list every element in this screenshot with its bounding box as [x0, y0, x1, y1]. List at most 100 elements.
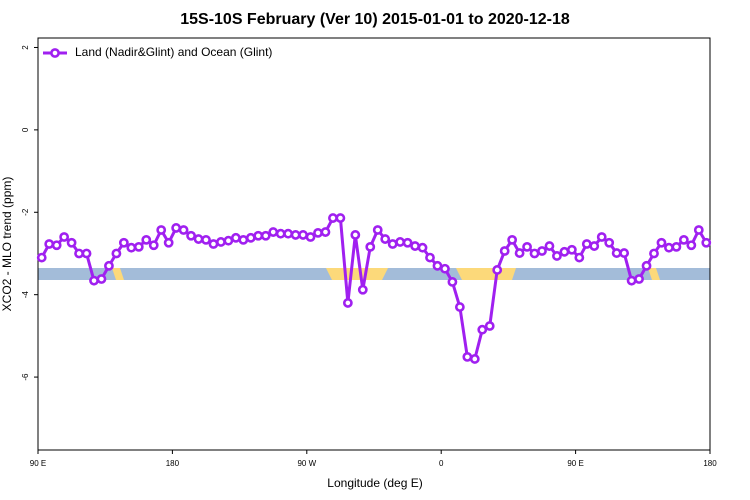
legend-label: Land (Nadir&Glint) and Ocean (Glint)	[75, 45, 272, 59]
data-point	[440, 263, 450, 274]
data-point	[275, 228, 286, 239]
x-axis-label: Longitude (deg E)	[327, 476, 422, 490]
data-point	[320, 227, 331, 237]
data-point	[245, 232, 256, 243]
data-point	[238, 234, 249, 245]
x-tick-label: 90 W	[297, 459, 316, 468]
data-point	[342, 298, 353, 308]
data-point	[574, 252, 585, 263]
chart-title: 15S-10S February (Ver 10) 2015-01-01 to …	[180, 11, 570, 28]
data-point	[66, 237, 77, 248]
x-tick-label: 180	[166, 459, 180, 468]
data-point	[589, 241, 600, 251]
y-tick-label: -2	[21, 208, 30, 216]
data-point	[425, 252, 435, 263]
data-point	[141, 234, 152, 245]
data-point	[178, 225, 189, 235]
data-point	[335, 213, 346, 223]
data-point	[596, 232, 607, 242]
data-point	[387, 239, 398, 249]
data-point	[507, 234, 518, 245]
data-point	[432, 260, 443, 271]
data-point	[111, 248, 122, 259]
data-point	[223, 235, 234, 246]
x-tick-label: 0	[439, 459, 444, 468]
data-point	[96, 274, 107, 284]
data-point	[313, 227, 323, 238]
x-tick-label: 90 E	[30, 459, 46, 468]
data-point	[171, 223, 182, 233]
data-point	[537, 246, 547, 256]
data-point	[118, 237, 129, 248]
y-axis-label: XCO2 - MLO trend (ppm)	[0, 177, 14, 312]
data-point	[193, 234, 204, 244]
data-point	[529, 248, 540, 259]
data-point	[492, 265, 503, 275]
data-point	[59, 232, 70, 242]
data-point	[350, 230, 361, 240]
data-point	[581, 239, 592, 249]
data-point	[36, 252, 47, 263]
data-point	[290, 230, 301, 240]
data-point	[402, 237, 413, 248]
data-point	[484, 321, 495, 331]
data-point	[372, 225, 383, 235]
data-point	[260, 230, 271, 241]
data-point	[678, 234, 689, 245]
data-point	[701, 237, 712, 248]
y-tick-label: -4	[21, 291, 30, 299]
data-point	[649, 248, 659, 259]
data-point	[619, 248, 630, 258]
data-point	[686, 240, 697, 251]
data-point	[634, 274, 644, 284]
y-tick-label: 2	[21, 45, 30, 50]
data-point	[201, 234, 211, 245]
data-point	[126, 242, 137, 253]
data-point	[626, 275, 637, 286]
data-point	[417, 242, 428, 253]
data-point	[133, 241, 144, 252]
data-point	[395, 237, 406, 247]
data-point	[51, 240, 62, 251]
data-point	[104, 260, 114, 271]
data-point	[298, 230, 308, 240]
data-point	[477, 324, 488, 335]
legend	[39, 39, 289, 67]
x-tick-label: 90 E	[567, 459, 583, 468]
data-point	[552, 251, 562, 261]
data-point	[641, 260, 652, 271]
data-point	[671, 241, 682, 252]
data-point	[230, 232, 241, 243]
land-ocean-band	[38, 268, 710, 280]
data-point	[208, 239, 219, 249]
data-point	[357, 284, 368, 295]
data-point	[380, 234, 391, 244]
data-point	[693, 225, 704, 235]
data-point	[186, 230, 196, 241]
x-tick-label: 180	[703, 459, 717, 468]
data-point	[514, 248, 525, 258]
land-band	[648, 268, 660, 280]
data-point	[656, 237, 667, 248]
data-point	[328, 213, 338, 223]
data-point	[544, 241, 555, 251]
data-point	[447, 277, 458, 287]
y-tick-label: -6	[21, 373, 30, 381]
legend-marker	[50, 48, 60, 58]
data-point	[604, 237, 615, 248]
data-point	[410, 241, 420, 251]
data-point	[469, 354, 480, 364]
data-point	[74, 248, 84, 259]
data-point	[156, 225, 167, 235]
land-band	[456, 268, 516, 280]
data-point	[305, 232, 316, 242]
data-point	[499, 246, 510, 256]
data-point	[611, 248, 622, 258]
land-band	[112, 268, 124, 280]
data-point	[89, 275, 99, 286]
data-point	[365, 241, 376, 252]
y-tick-label: 0	[21, 127, 30, 132]
data-point	[44, 239, 55, 249]
